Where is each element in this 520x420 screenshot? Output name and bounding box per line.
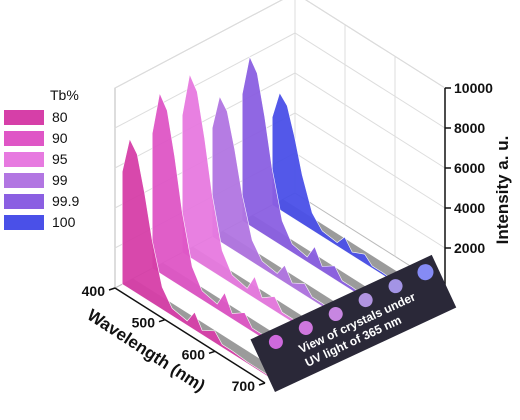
y-tick-label: 10000 [454, 80, 493, 96]
photo-background [250, 254, 457, 392]
legend-swatch [4, 131, 44, 146]
y-tick-label: 2000 [454, 240, 485, 256]
y-tick-label: 8000 [454, 120, 485, 136]
legend-label: 100 [52, 214, 76, 230]
x-tick [208, 350, 216, 355]
x-tick [108, 287, 116, 291]
legend-label: 80 [52, 109, 68, 125]
y-tick-label: 6000 [454, 160, 485, 176]
crystal [298, 320, 313, 335]
y-axis-title: Intensity a. u. [493, 136, 512, 245]
legend-swatch [4, 173, 44, 188]
inset-photo: View of crystals under UV light of 365 n… [250, 254, 457, 392]
x-tick [158, 318, 166, 323]
legend-swatch [4, 152, 44, 167]
crystal [417, 264, 434, 281]
x-axis [114, 287, 266, 384]
crystal [328, 307, 343, 322]
legend-swatch [4, 215, 44, 230]
legend-swatch [4, 110, 44, 125]
legend-swatch [4, 194, 44, 209]
crystal [358, 293, 373, 308]
legend-label: 99 [52, 172, 68, 188]
x-tick-label: 400 [82, 283, 106, 299]
spectrum-area [121, 138, 273, 380]
legend-label: 95 [52, 151, 68, 167]
y-tick-label: 4000 [454, 200, 485, 216]
legend-label: 90 [52, 130, 68, 146]
x-tick-label: 500 [132, 315, 156, 331]
crystal [388, 279, 403, 294]
back-wall [294, 0, 446, 289]
crystal [268, 334, 283, 349]
x-tick-label: 700 [232, 378, 256, 394]
legend-title: Tb% [50, 87, 79, 103]
legend-label: 99.9 [52, 193, 79, 209]
x-tick-label: 600 [182, 346, 206, 362]
x-tick [258, 382, 266, 386]
